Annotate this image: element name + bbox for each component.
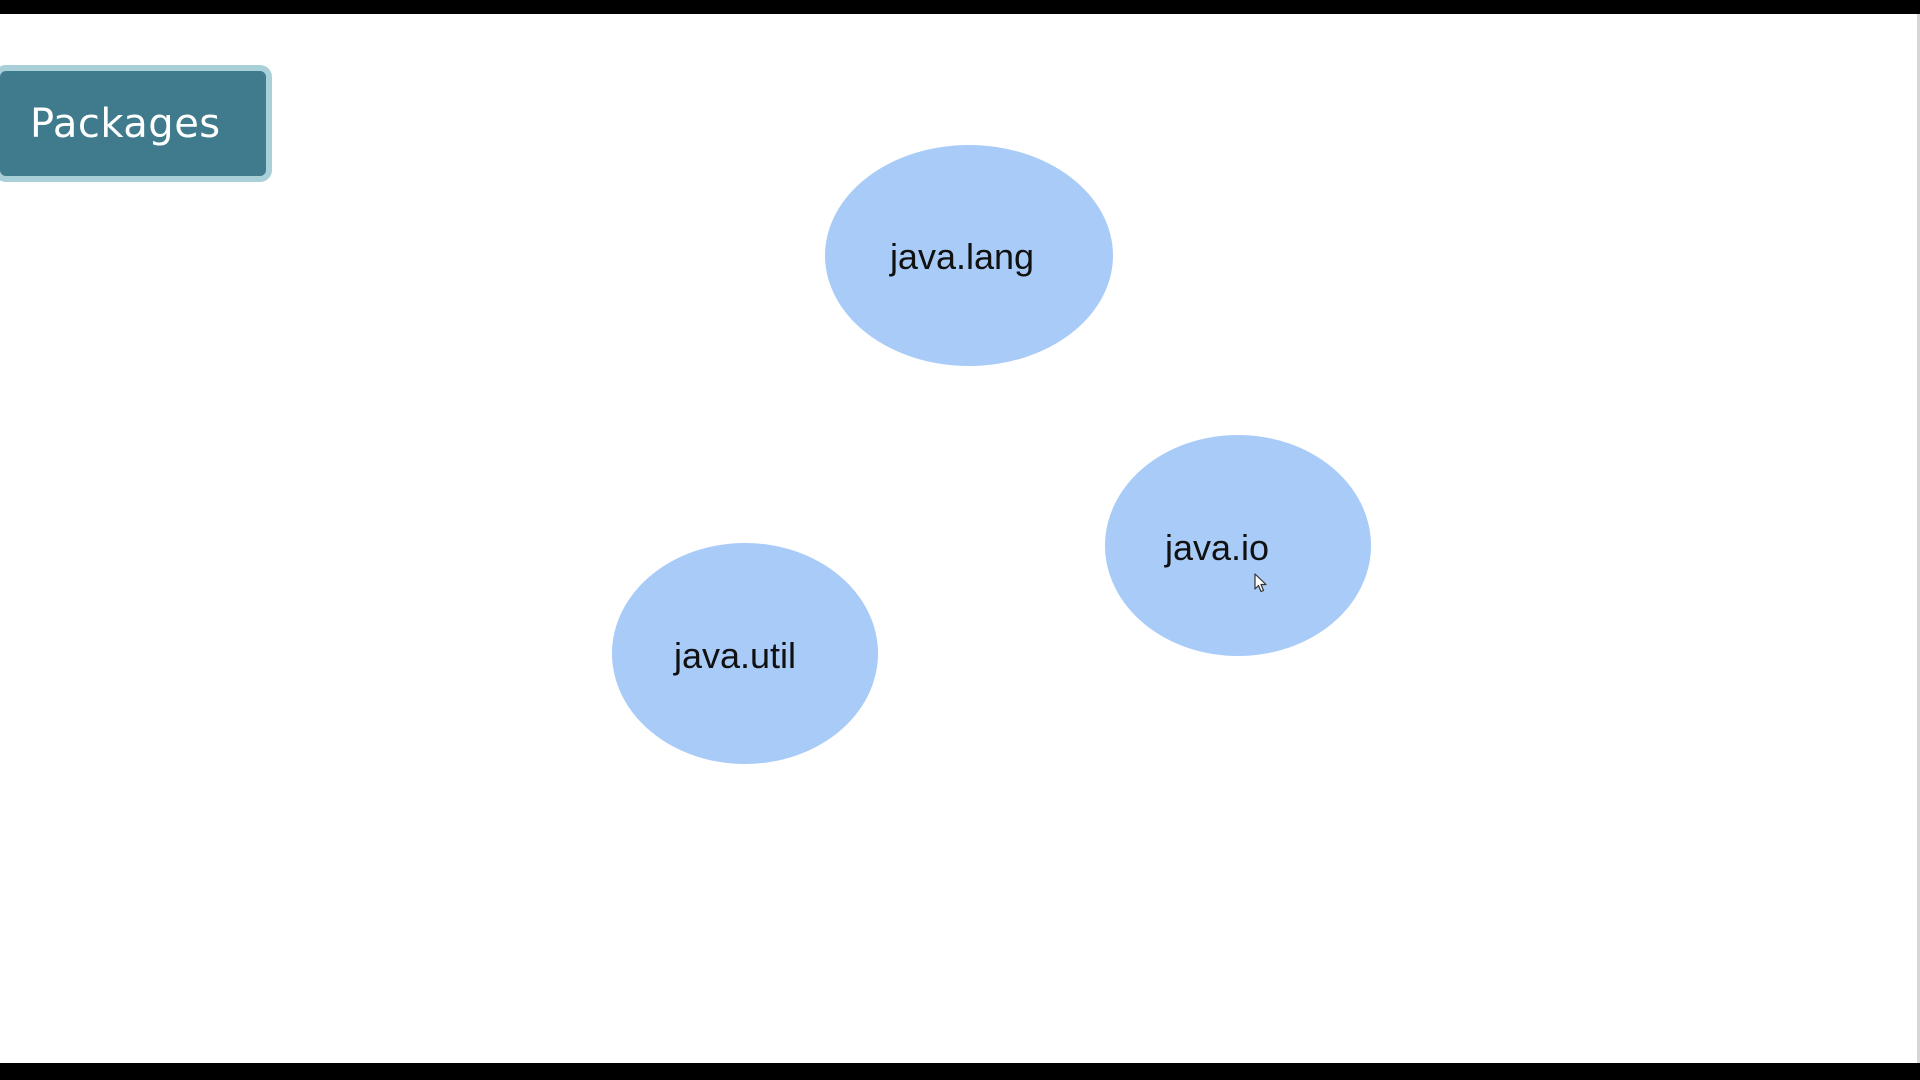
slide-title-badge: Packages [0, 65, 272, 182]
bottom-letterbox-bar [0, 1063, 1920, 1080]
presentation-slide: Packages java.lang java.io java.util [0, 14, 1920, 1063]
package-label: java.lang [889, 235, 1035, 277]
package-bubble-java-util: java.util [612, 543, 878, 764]
package-bubble-java-io: java.io [1105, 435, 1371, 656]
package-label: java.util [673, 634, 797, 676]
mouse-pointer-icon [1254, 573, 1267, 593]
top-letterbox-bar [0, 0, 1920, 14]
slide-title: Packages [30, 100, 221, 147]
package-label: java.io [1164, 526, 1270, 568]
package-bubble-java-lang: java.lang [825, 145, 1113, 366]
